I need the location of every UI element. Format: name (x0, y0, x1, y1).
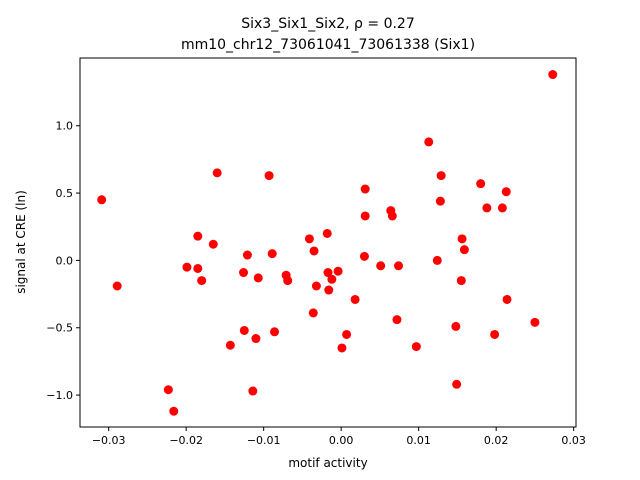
x-tick-label-4: 0.01 (406, 434, 431, 447)
data-point-11 (239, 268, 249, 278)
data-point-12 (239, 325, 249, 335)
data-point-22 (304, 234, 314, 244)
data-point-1 (112, 281, 122, 291)
data-point-16 (253, 273, 263, 283)
chart-title-line-2: mm10_chr12_73061041_73061338 (Six1) (181, 37, 475, 53)
data-point-46 (436, 171, 446, 181)
data-point-9 (212, 168, 222, 178)
data-point-53 (482, 203, 492, 213)
data-point-49 (456, 276, 466, 286)
x-axis-label: motif activity (288, 456, 367, 470)
data-point-43 (424, 137, 434, 147)
data-point-21 (283, 276, 293, 286)
data-point-26 (322, 228, 332, 238)
data-point-41 (394, 261, 404, 271)
x-tick-label-6: 0.03 (561, 434, 586, 447)
data-point-54 (490, 329, 500, 339)
data-point-55 (497, 203, 507, 213)
data-point-17 (264, 171, 274, 181)
data-point-39 (387, 211, 397, 221)
data-point-58 (530, 317, 540, 327)
chart-title-line-1: Six3_Six1_Six2, ρ = 0.27 (241, 16, 415, 32)
y-axis-label: signal at CRE (ln) (14, 190, 28, 294)
data-point-32 (342, 329, 352, 339)
data-point-0 (97, 195, 107, 205)
x-tick-label-2: −0.01 (247, 434, 281, 447)
data-point-34 (359, 251, 369, 261)
plot-frame (79, 57, 577, 428)
data-point-48 (452, 379, 462, 389)
data-point-28 (324, 285, 334, 295)
data-point-4 (182, 262, 192, 272)
data-point-2 (163, 385, 173, 395)
y-tick-label-0: −1.0 (46, 389, 73, 402)
data-point-14 (248, 386, 258, 396)
data-point-25 (311, 281, 321, 291)
data-point-29 (327, 274, 337, 284)
data-point-31 (337, 343, 347, 353)
data-point-7 (197, 276, 207, 286)
data-point-47 (451, 321, 461, 331)
data-points (97, 70, 558, 416)
y-tick-label-2: 0.0 (56, 254, 74, 267)
data-point-36 (360, 211, 370, 221)
data-point-56 (501, 187, 511, 197)
y-tick-label-1: −0.5 (46, 322, 73, 335)
x-tick-label-3: 0.00 (329, 434, 354, 447)
data-point-33 (350, 294, 360, 304)
data-point-51 (459, 245, 469, 255)
x-tick-label-5: 0.02 (484, 434, 509, 447)
data-point-42 (411, 342, 421, 352)
data-point-37 (376, 261, 386, 271)
x-axis-ticks: −0.03 −0.02 −0.01 0.00 0.01 0.02 0.03 (92, 427, 586, 447)
data-point-10 (225, 340, 235, 350)
data-point-50 (457, 234, 467, 244)
y-axis-ticks: −1.0 −0.5 0.0 0.5 1.0 (46, 120, 80, 402)
data-point-19 (270, 327, 280, 337)
data-point-8 (208, 239, 218, 249)
data-point-30 (333, 266, 343, 276)
data-point-5 (193, 231, 203, 241)
data-point-57 (502, 294, 512, 304)
x-tick-label-0: −0.03 (92, 434, 126, 447)
y-tick-label-4: 1.0 (56, 120, 74, 133)
data-point-23 (308, 308, 318, 318)
data-point-59 (548, 70, 558, 80)
data-point-44 (432, 255, 442, 265)
y-tick-label-3: 0.5 (56, 187, 74, 200)
data-point-40 (392, 315, 402, 325)
data-point-6 (193, 263, 203, 273)
data-point-52 (476, 179, 486, 189)
data-point-13 (242, 250, 252, 260)
data-point-15 (251, 334, 261, 344)
data-point-3 (169, 406, 179, 416)
data-point-45 (435, 196, 445, 206)
data-point-35 (360, 184, 370, 194)
x-tick-label-1: −0.02 (169, 434, 203, 447)
data-point-18 (267, 249, 277, 259)
data-point-27 (323, 268, 333, 278)
data-point-24 (309, 246, 319, 256)
